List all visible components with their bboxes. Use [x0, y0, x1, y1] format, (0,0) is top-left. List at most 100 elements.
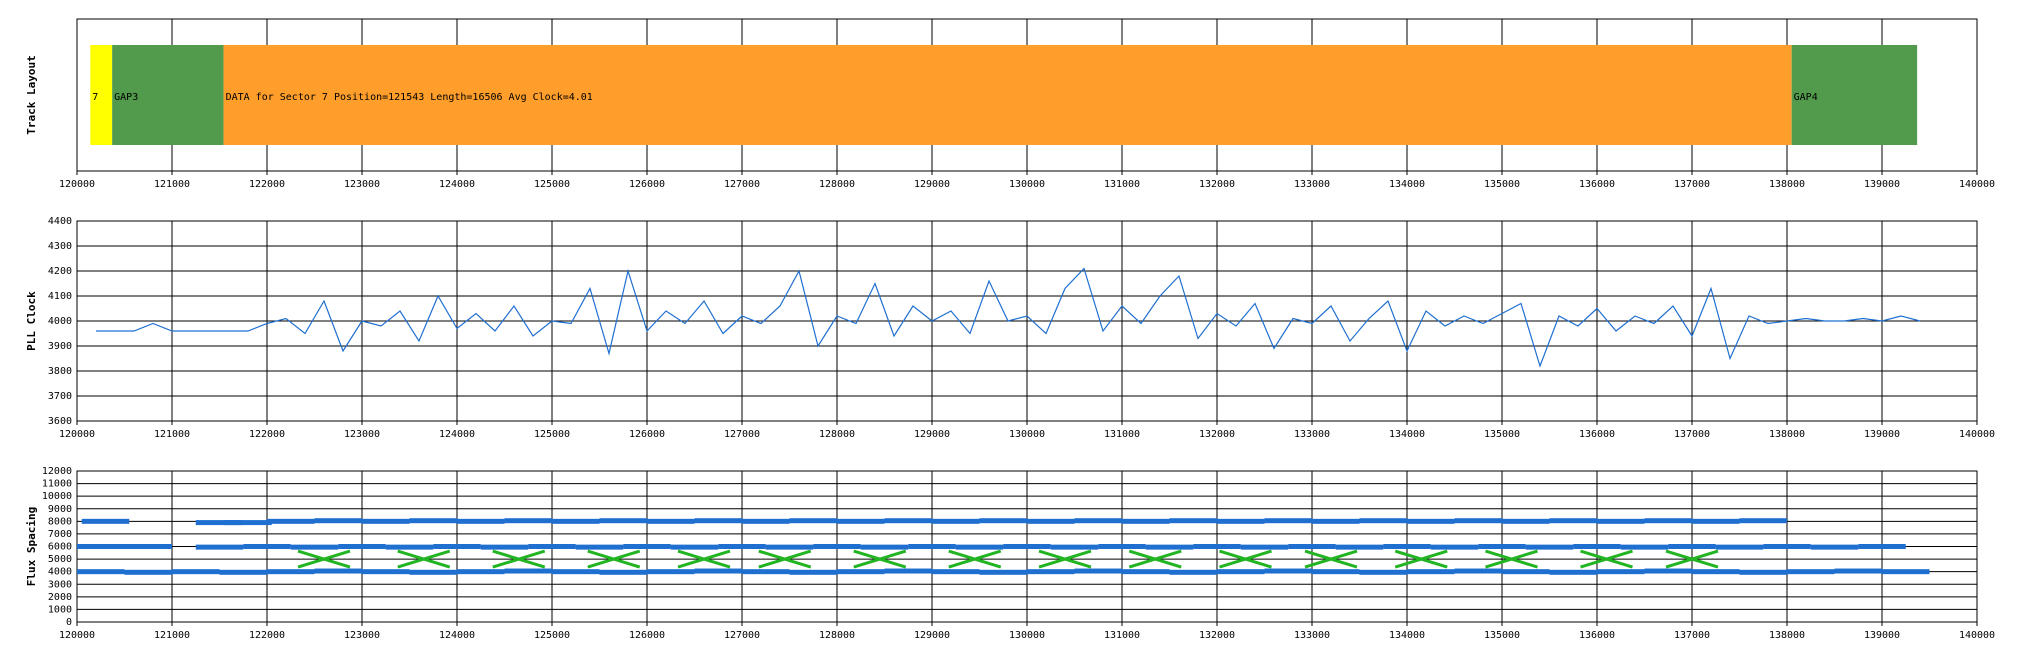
- x-tick-label: 138000: [1769, 179, 1805, 190]
- flux-point: [1407, 569, 1455, 575]
- x-tick-label: 132000: [1199, 429, 1235, 440]
- flux-point: [1038, 549, 1092, 569]
- flux-point: [1665, 549, 1719, 569]
- flux-point: [1394, 549, 1448, 569]
- y-axis-label: Flux Spacing: [25, 507, 38, 586]
- x-tick-label: 131000: [1104, 179, 1140, 190]
- flux-point: [124, 544, 172, 549]
- flux-point: [742, 518, 790, 524]
- flux-point: [362, 569, 410, 575]
- flux-point: [124, 569, 172, 575]
- y-tick-label: 3700: [48, 391, 72, 402]
- flux-point: [504, 518, 552, 524]
- flux-point: [1003, 544, 1051, 549]
- x-tick-label: 124000: [439, 179, 475, 190]
- x-tick-label: 124000: [439, 429, 475, 440]
- x-tick-label: 125000: [534, 429, 570, 440]
- flux-point: [1219, 549, 1272, 569]
- y-tick-label: 2000: [48, 592, 72, 603]
- x-tick-label: 128000: [819, 429, 855, 440]
- flux-point: [409, 518, 457, 524]
- x-tick-label: 122000: [249, 179, 285, 190]
- y-tick-label: 11000: [42, 479, 72, 490]
- flux-point: [1668, 544, 1716, 549]
- y-tick-label: 3800: [48, 366, 72, 377]
- y-tick-label: 0: [66, 617, 72, 628]
- flux-point: [884, 518, 932, 524]
- flux-point: [1573, 544, 1621, 549]
- flux-point: [837, 518, 885, 524]
- flux-point: [1217, 518, 1265, 524]
- y-tick-label: 6000: [48, 542, 72, 553]
- flux-point: [290, 544, 339, 550]
- flux-point: [1193, 544, 1241, 549]
- x-tick-label: 129000: [914, 179, 950, 190]
- flux-point: [1597, 518, 1645, 524]
- flux-point: [219, 569, 267, 575]
- flux-point: [575, 544, 624, 550]
- flux-point: [1485, 549, 1538, 569]
- flux-point: [670, 544, 719, 550]
- flux-point: [1240, 544, 1289, 550]
- flux-point: [1430, 544, 1479, 550]
- flux-point: [267, 518, 315, 524]
- x-tick-label: 135000: [1484, 429, 1520, 440]
- flux-point: [172, 569, 220, 575]
- flux-point: [884, 568, 932, 574]
- x-tick-label: 135000: [1484, 630, 1520, 641]
- flux-point: [480, 544, 529, 550]
- x-tick-label: 133000: [1294, 179, 1330, 190]
- x-tick-label: 139000: [1864, 179, 1900, 190]
- x-tick-label: 127000: [724, 429, 760, 440]
- flux-point: [409, 569, 457, 575]
- flux-point: [694, 518, 742, 524]
- flux-point: [1739, 569, 1787, 575]
- flux-point: [1644, 568, 1692, 574]
- flux-point: [765, 544, 814, 550]
- x-tick-label: 139000: [1864, 429, 1900, 440]
- x-tick-label: 140000: [1959, 429, 1995, 440]
- y-tick-label: 4400: [48, 216, 72, 227]
- flux-point: [457, 518, 505, 524]
- flux-point: [694, 568, 742, 574]
- flux-point: [932, 518, 980, 524]
- y-tick-label: 5000: [48, 554, 72, 565]
- x-tick-label: 140000: [1959, 179, 1995, 190]
- x-tick-label: 133000: [1294, 630, 1330, 641]
- x-tick-label: 130000: [1009, 630, 1045, 641]
- flux-point: [1644, 518, 1692, 524]
- x-tick-label: 126000: [629, 630, 665, 641]
- x-tick-label: 121000: [154, 429, 190, 440]
- x-tick-label: 122000: [249, 429, 285, 440]
- flux-point: [1122, 569, 1170, 575]
- x-tick-label: 129000: [914, 630, 950, 641]
- x-tick-label: 133000: [1294, 429, 1330, 440]
- x-tick-label: 123000: [344, 429, 380, 440]
- x-tick-label: 126000: [629, 429, 665, 440]
- flux-point: [1454, 568, 1502, 574]
- flux-point: [1122, 518, 1170, 524]
- flux-point: [948, 549, 1002, 569]
- x-tick-label: 129000: [914, 429, 950, 440]
- x-tick-label: 122000: [249, 630, 285, 641]
- flux-point: [385, 544, 434, 550]
- flux-point: [1169, 569, 1217, 575]
- flux-point: [267, 569, 315, 575]
- flux-point: [789, 569, 837, 575]
- flux-point: [1692, 569, 1740, 575]
- flux-point: [1834, 568, 1882, 574]
- x-tick-label: 137000: [1674, 630, 1710, 641]
- flux-point: [932, 569, 980, 575]
- y-tick-label: 4000: [48, 567, 72, 578]
- track-segment: [112, 45, 224, 145]
- flux-point: [1074, 518, 1122, 524]
- x-tick-label: 138000: [1769, 429, 1805, 440]
- x-tick-label: 124000: [439, 630, 475, 641]
- y-tick-label: 4200: [48, 266, 72, 277]
- flux-point: [1027, 518, 1075, 524]
- track-segment: [1791, 45, 1918, 145]
- flux-point: [979, 518, 1027, 524]
- flux-point: [979, 569, 1027, 575]
- flux-point: [195, 520, 244, 526]
